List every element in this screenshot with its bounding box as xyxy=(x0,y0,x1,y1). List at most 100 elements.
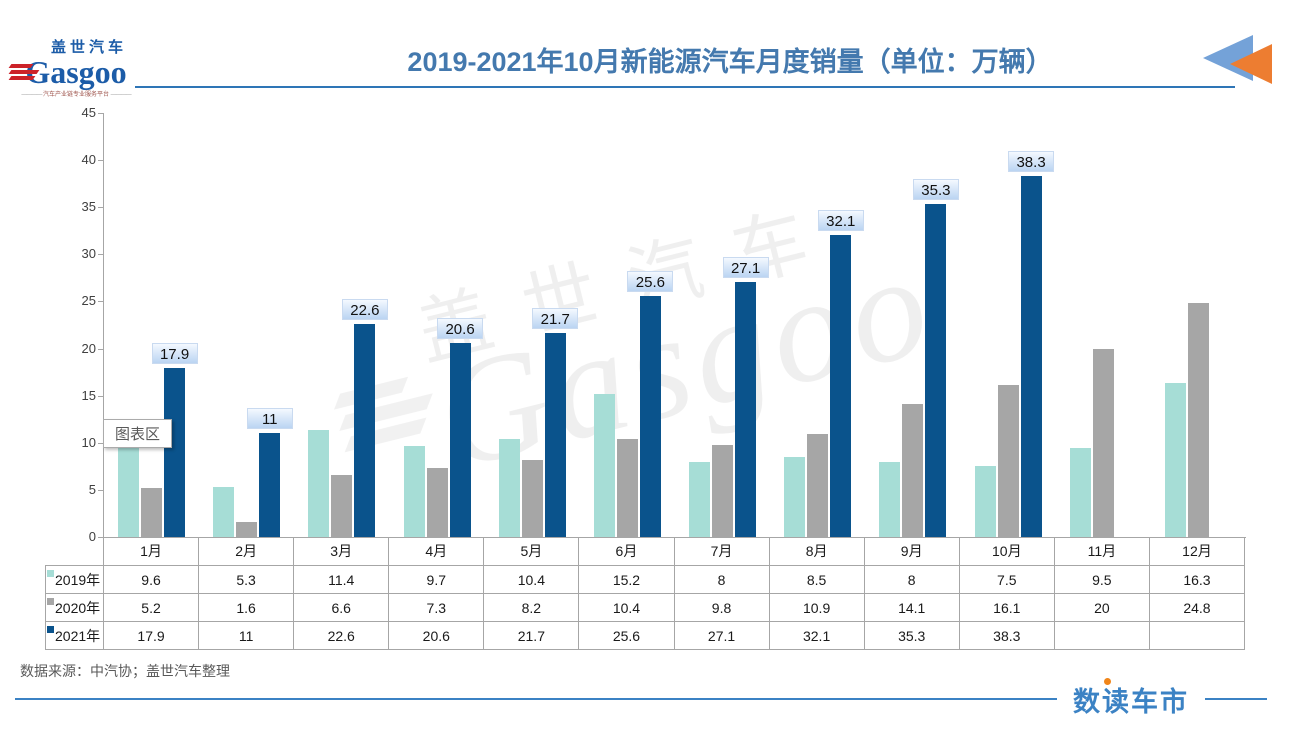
bar-2021年-3月[interactable] xyxy=(354,324,376,537)
bar-2020年-11月[interactable] xyxy=(1092,348,1114,537)
bar-2019年-5月[interactable] xyxy=(498,439,520,537)
y-axis-tick-label: 30 xyxy=(81,246,96,262)
bar-2021年-1月[interactable] xyxy=(164,368,186,537)
y-axis-tick-label: 10 xyxy=(81,434,96,450)
table-cell-2019年-4月: 9.7 xyxy=(389,566,485,594)
y-axis-tick-mark xyxy=(98,537,103,538)
data-label-2021年-1月: 17.9 xyxy=(151,343,198,365)
bar-2019年-9月[interactable] xyxy=(879,461,901,537)
table-cell-2021年-10月: 38.3 xyxy=(959,622,1055,650)
y-axis-tick-mark xyxy=(98,160,103,162)
bar-2021年-5月[interactable] xyxy=(544,332,566,537)
bar-2019年-7月[interactable] xyxy=(689,461,711,537)
chart-area-tooltip: 图表区 xyxy=(103,419,173,448)
table-cell-2020年-3月: 6.6 xyxy=(294,594,390,622)
bar-2020年-10月[interactable] xyxy=(997,385,1019,537)
series-name: 2020年 xyxy=(55,599,101,616)
bar-2021年-4月[interactable] xyxy=(449,342,471,537)
bar-2020年-4月[interactable] xyxy=(426,468,448,537)
legend-swatch-icon xyxy=(47,570,54,577)
series-label-2020年: 2020年 xyxy=(46,594,104,622)
bar-2019年-12月[interactable] xyxy=(1164,383,1186,537)
gasgoo-logo: 盖世汽车 Gasgoo ———— 汽车产业链专业服务平台 ———— xyxy=(8,36,138,99)
bar-2019年-2月[interactable] xyxy=(213,487,235,537)
table-cell-2021年-8月: 32.1 xyxy=(769,622,865,650)
month-header-10月: 10月 xyxy=(959,537,1055,566)
table-cell-2020年-5月: 8.2 xyxy=(484,594,580,622)
table-cell-2020年-12月: 24.8 xyxy=(1149,594,1245,622)
bar-2019年-10月[interactable] xyxy=(974,466,996,537)
table-cell-2020年-10月: 16.1 xyxy=(959,594,1055,622)
table-cell-2019年-3月: 11.4 xyxy=(294,566,390,594)
month-header-6月: 6月 xyxy=(579,537,675,566)
bar-2021年-10月[interactable] xyxy=(1020,176,1042,537)
brand-logo: 数读车市 xyxy=(1073,677,1189,719)
data-label-2021年-3月: 22.6 xyxy=(341,299,388,321)
bar-2020年-7月[interactable] xyxy=(712,444,734,537)
bar-2021年-6月[interactable] xyxy=(639,295,661,537)
series-name: 2019年 xyxy=(55,571,101,588)
table-cell-2019年-9月: 8 xyxy=(864,566,960,594)
month-header-9月: 9月 xyxy=(864,537,960,566)
table-cell-2021年-9月: 35.3 xyxy=(864,622,960,650)
bar-2021年-8月[interactable] xyxy=(830,234,852,537)
bar-2020年-6月[interactable] xyxy=(616,439,638,537)
tagline-dash-left: ———— xyxy=(21,92,42,99)
bar-2019年-4月[interactable] xyxy=(403,445,425,537)
table-body: 9.6 5.3 11.4 9.7 10.4 15.2 8 8.5 8 7.5 9.5 16.3 5.2 1… xyxy=(103,566,1245,650)
plot-area[interactable]: 17.9 11 22.6 20.6 21.7 25.6 27.1 32.1 35.3 38.3 xyxy=(103,113,1246,538)
bar-2020年-2月[interactable] xyxy=(236,521,258,537)
month-header-11月: 11月 xyxy=(1054,537,1150,566)
bar-2020年-1月[interactable] xyxy=(141,488,163,537)
data-label-2021年-8月: 32.1 xyxy=(817,209,864,231)
table-header-row: 1月 2月 3月 4月 5月 6月 7月 8月 9月 10月 11月 12月 xyxy=(103,537,1245,566)
brand-text: 数读车市 xyxy=(1073,686,1189,717)
bar-2019年-1月[interactable] xyxy=(118,446,140,537)
bar-2020年-9月[interactable] xyxy=(902,404,924,537)
y-axis-tick-label: 35 xyxy=(81,199,96,215)
bar-2020年-5月[interactable] xyxy=(521,459,543,537)
bar-2020年-12月[interactable] xyxy=(1187,303,1209,537)
y-axis-tick-label: 40 xyxy=(81,152,96,168)
title-underline xyxy=(135,86,1235,88)
series-name: 2021年 xyxy=(55,627,101,644)
table-cell-2020年-4月: 7.3 xyxy=(389,594,485,622)
series-label-2021年: 2021年 xyxy=(46,622,104,650)
bar-2020年-8月[interactable] xyxy=(807,434,829,537)
month-header-3月: 3月 xyxy=(294,537,390,566)
legend-swatch-icon xyxy=(47,626,54,633)
table-cell-2019年-6月: 15.2 xyxy=(579,566,675,594)
bar-2021年-2月[interactable] xyxy=(259,433,281,537)
y-axis-tick-label: 20 xyxy=(81,340,96,356)
bar-2019年-3月[interactable] xyxy=(308,429,330,537)
page-title: 2019-2021年10月新能源汽车月度销量（单位：万辆） xyxy=(407,47,1053,77)
bar-2019年-11月[interactable] xyxy=(1069,447,1091,537)
bar-2019年-8月[interactable] xyxy=(784,456,806,537)
bar-2021年-7月[interactable] xyxy=(735,281,757,537)
y-axis-tick-mark xyxy=(98,301,103,303)
table-cell-2021年-11月 xyxy=(1054,622,1150,650)
table-cell-2019年-10月: 7.5 xyxy=(959,566,1055,594)
y-axis-tick-mark xyxy=(98,395,103,397)
back-arrows-icon[interactable] xyxy=(1203,33,1272,91)
bar-2019年-6月[interactable] xyxy=(593,393,615,537)
table-cell-2020年-1月: 5.2 xyxy=(104,594,200,622)
series-label-2019年: 2019年 xyxy=(46,566,104,594)
table-cell-2020年-6月: 10.4 xyxy=(579,594,675,622)
gasgoo-stripes-icon xyxy=(8,62,40,82)
data-label-2021年-6月: 25.6 xyxy=(627,270,674,292)
table-cell-2019年-7月: 8 xyxy=(674,566,770,594)
month-header-1月: 1月 xyxy=(104,537,200,566)
data-label-2021年-9月: 35.3 xyxy=(912,179,959,201)
bar-2020年-3月[interactable] xyxy=(331,474,353,537)
month-header-2月: 2月 xyxy=(199,537,295,566)
table-cell-2020年-9月: 14.1 xyxy=(864,594,960,622)
data-label-2021年-2月: 11 xyxy=(246,408,293,430)
data-label-2021年-7月: 27.1 xyxy=(722,256,769,278)
table-cell-2021年-4月: 20.6 xyxy=(389,622,485,650)
bar-2021年-9月[interactable] xyxy=(925,204,947,537)
table-cell-2020年-7月: 9.8 xyxy=(674,594,770,622)
y-axis-tick-mark xyxy=(98,113,103,114)
table-cell-2019年-5月: 10.4 xyxy=(484,566,580,594)
